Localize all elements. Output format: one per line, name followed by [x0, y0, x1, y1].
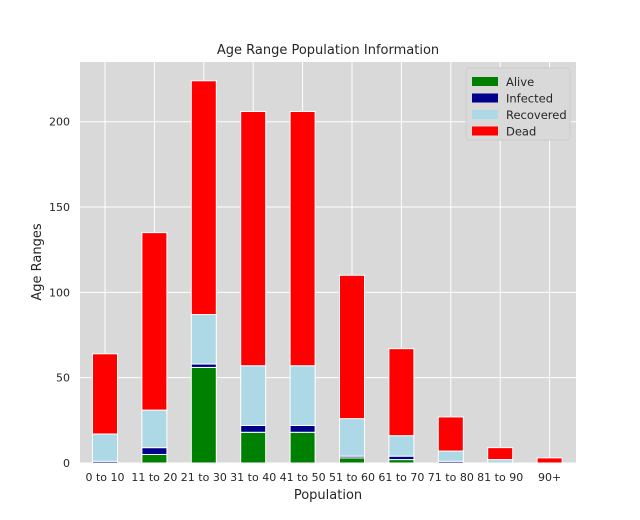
x-tick-label: 61 to 70 — [378, 471, 424, 484]
y-tick-label: 150 — [49, 201, 70, 214]
bar-segment-dead-1 — [141, 232, 168, 411]
bar-segment-alive-6 — [388, 459, 415, 464]
bar-segment-recovered-7 — [437, 450, 464, 462]
bar-segment-dead-2 — [190, 80, 217, 316]
legend-label-alive: Alive — [506, 75, 534, 89]
bar-segment-recovered-3 — [240, 365, 267, 426]
tick-labels: 0 50 100 150 200 0 to 10 11 to 20 21 to 30 31 to… — [49, 116, 561, 484]
bar-segment-infected-4 — [289, 424, 316, 433]
legend-swatch-dead — [472, 126, 498, 136]
y-tick-label: 200 — [49, 116, 70, 129]
bar-segment-alive-3 — [240, 431, 267, 464]
bar-segment-dead-8 — [487, 447, 514, 461]
x-tick-label: 51 to 60 — [329, 471, 375, 484]
chart-title: Age Range Population Information — [217, 43, 439, 58]
legend: Alive Infected Recovered Dead — [465, 67, 571, 141]
legend-label-dead: Dead — [506, 125, 536, 139]
bar-segment-alive-2 — [190, 366, 217, 464]
y-axis-label: Age Ranges — [30, 223, 45, 300]
bar-segment-infected-2 — [190, 363, 217, 368]
bar-segment-alive-1 — [141, 453, 168, 464]
x-tick-label: 31 to 40 — [230, 471, 276, 484]
bar-segment-dead-0 — [92, 353, 118, 435]
bar-segment-dead-4 — [289, 110, 316, 367]
bar-segment-recovered-6 — [388, 435, 415, 457]
bar-segment-alive-4 — [289, 431, 316, 464]
legend-label-infected: Infected — [506, 92, 553, 106]
legend-swatch-recovered — [472, 110, 498, 119]
y-tick-label: 50 — [56, 372, 70, 385]
x-tick-label: 90+ — [538, 471, 561, 484]
bar-segment-alive-5 — [339, 457, 365, 464]
bar-segment-infected-6 — [388, 455, 415, 461]
bar-segment-dead-5 — [339, 274, 365, 420]
legend-swatch-infected — [472, 93, 498, 103]
y-tick-label: 100 — [49, 286, 70, 299]
y-tick-label: 0 — [63, 457, 70, 470]
bar-segment-infected-3 — [240, 424, 267, 433]
x-tick-label: 11 to 20 — [131, 471, 177, 484]
bar-segment-recovered-2 — [190, 314, 217, 365]
x-tick-label: 0 to 10 — [85, 471, 124, 484]
bar-segment-recovered-0 — [92, 433, 118, 462]
legend-label-recovered: Recovered — [506, 108, 567, 122]
bar-segment-infected-1 — [141, 447, 168, 455]
x-tick-label: 81 to 90 — [477, 471, 523, 484]
legend-swatch-alive — [472, 77, 498, 86]
x-axis-label: Population — [294, 488, 362, 503]
bar-segment-recovered-4 — [289, 365, 316, 426]
bar-segment-recovered-5 — [339, 418, 365, 457]
bar-segment-dead-7 — [437, 416, 464, 452]
bar-segment-recovered-8 — [487, 459, 514, 464]
bar-segment-dead-6 — [388, 348, 415, 437]
x-tick-label: 21 to 30 — [181, 471, 227, 484]
x-tick-label: 71 to 80 — [428, 471, 474, 484]
bar-segment-dead-3 — [240, 110, 267, 367]
bars — [92, 80, 563, 464]
x-tick-label: 41 to 50 — [280, 471, 326, 484]
bar-segment-dead-9 — [536, 457, 563, 464]
bar-segment-recovered-1 — [141, 409, 168, 449]
